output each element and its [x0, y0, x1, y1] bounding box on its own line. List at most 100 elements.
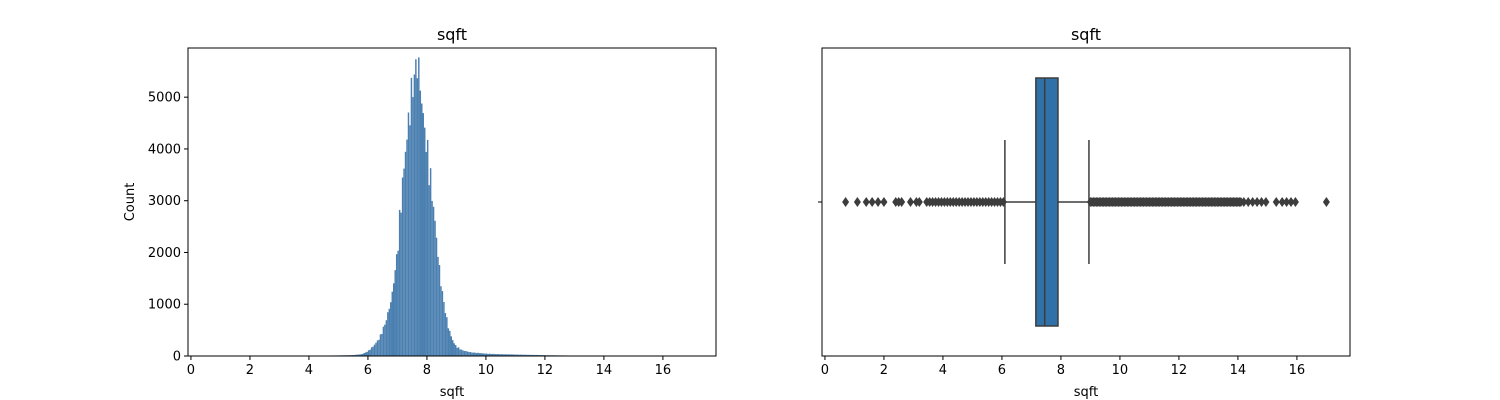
histogram-bar [521, 354, 523, 356]
histogram-bar [536, 354, 538, 356]
histogram-bar [426, 139, 429, 356]
histogram-panel: 0 2 4 6 8 10 12 14 16 0 1000 2000 3000 4000 5000 sqft… [123, 25, 717, 400]
histogram-bar [480, 353, 482, 356]
boxplot-outlier [874, 197, 882, 207]
histogram-bar [364, 352, 367, 356]
histogram-y-tick-label: 0 [173, 350, 181, 365]
boxplot-outlier [1249, 197, 1257, 207]
histogram-x-tick-label: 10 [478, 363, 495, 378]
boxplot-outlier [868, 197, 876, 207]
boxplot-outlier [853, 197, 861, 207]
histogram-bar [516, 354, 519, 356]
histogram-bar [478, 353, 481, 356]
histogram-bar [367, 350, 370, 356]
histogram-bar [379, 334, 382, 356]
histogram-plot-area [188, 48, 716, 356]
histogram-bar [412, 97, 414, 357]
histogram-bar [373, 344, 376, 356]
histogram-bar [376, 340, 379, 356]
boxplot-x-tick-label: 16 [1289, 363, 1306, 378]
histogram-bar [444, 313, 447, 356]
boxplot-outlier [1262, 197, 1270, 207]
histogram-bar [510, 354, 513, 356]
boxplot-outlier [1287, 197, 1295, 207]
histogram-bar [497, 354, 500, 356]
histogram-bar [434, 220, 436, 356]
histogram-bar [428, 185, 430, 356]
histogram-bars [211, 57, 663, 357]
boxplot-x-label: sqft [1074, 385, 1098, 400]
histogram-bar [387, 312, 389, 356]
histogram-y-tick-label: 1000 [148, 298, 181, 313]
boxplot-outlier [842, 197, 850, 207]
histogram-bar [457, 347, 460, 356]
histogram-x-tick-label: 6 [364, 363, 372, 378]
histogram-bar [519, 354, 522, 356]
histogram-bar [456, 347, 458, 356]
histogram-y-tick-label: 2000 [148, 246, 181, 261]
boxplot-outlier [1240, 197, 1248, 207]
histogram-bar [494, 354, 497, 356]
histogram-bar [468, 351, 470, 356]
histogram-bar [496, 354, 498, 356]
histogram-bar [475, 353, 478, 356]
boxplot-x-tick-label: 4 [939, 363, 947, 378]
boxplot-outlier [1272, 197, 1280, 207]
histogram-bar [491, 353, 494, 356]
histogram-bar [499, 354, 501, 356]
boxplot-title: sqft [1071, 25, 1101, 44]
histogram-x-tick-label: 4 [305, 363, 313, 378]
histogram-bar [515, 354, 517, 356]
boxplot-outlier [1278, 197, 1286, 207]
histogram-bar [401, 177, 404, 356]
histogram-y-label: Count [123, 183, 138, 222]
histogram-bar [441, 291, 444, 356]
histogram-bar [469, 352, 472, 356]
histogram-bar [359, 354, 361, 356]
histogram-bar [363, 353, 365, 356]
histogram-bar [463, 350, 466, 356]
histogram-y-ticks: 0 1000 2000 3000 4000 5000 [148, 91, 188, 365]
histogram-bar [503, 354, 506, 356]
boxplot-outlier [906, 197, 914, 207]
histogram-bar [421, 103, 423, 356]
boxplot-x-tick-label: 14 [1230, 363, 1247, 378]
boxplot-x-tick-label: 6 [998, 363, 1006, 378]
histogram-bar [410, 77, 413, 356]
histogram-bar [385, 320, 388, 356]
histogram-bar [357, 354, 360, 356]
histogram-bar [490, 353, 492, 356]
histogram-bar [525, 354, 528, 356]
boxplot-x-tick-label: 12 [1171, 363, 1188, 378]
histogram-bar [391, 291, 394, 356]
histogram-bar [354, 354, 357, 356]
boxplot-box [1035, 77, 1059, 327]
histogram-x-tick-label: 12 [537, 363, 554, 378]
histogram-bar [419, 90, 422, 357]
histogram-x-tick-label: 14 [596, 363, 613, 378]
histogram-bar [482, 353, 485, 356]
histogram-bar [398, 209, 401, 356]
boxplot-outliers [842, 197, 1330, 207]
boxplot-body [1004, 77, 1090, 327]
histogram-y-tick-label: 4000 [148, 142, 181, 157]
boxplot-x-tick-label: 10 [1112, 363, 1129, 378]
histogram-x-tick-label: 0 [187, 363, 195, 378]
histogram-bar [450, 336, 452, 356]
histogram-bar [522, 354, 525, 356]
histogram-bar [435, 237, 438, 356]
histogram-bar [533, 354, 535, 356]
histogram-title: sqft [437, 25, 467, 44]
histogram-bar [530, 354, 532, 356]
histogram-bar [452, 340, 454, 356]
histogram-bar [462, 350, 464, 356]
histogram-bar [438, 265, 441, 356]
boxplot-outlier [1258, 197, 1266, 207]
histogram-bar [418, 57, 420, 357]
histogram-bar [512, 354, 514, 356]
histogram-bar [409, 125, 411, 356]
histogram-bar [472, 352, 475, 356]
histogram-bar [360, 354, 363, 356]
boxplot-outlier [1253, 197, 1261, 207]
histogram-bar [384, 324, 386, 356]
